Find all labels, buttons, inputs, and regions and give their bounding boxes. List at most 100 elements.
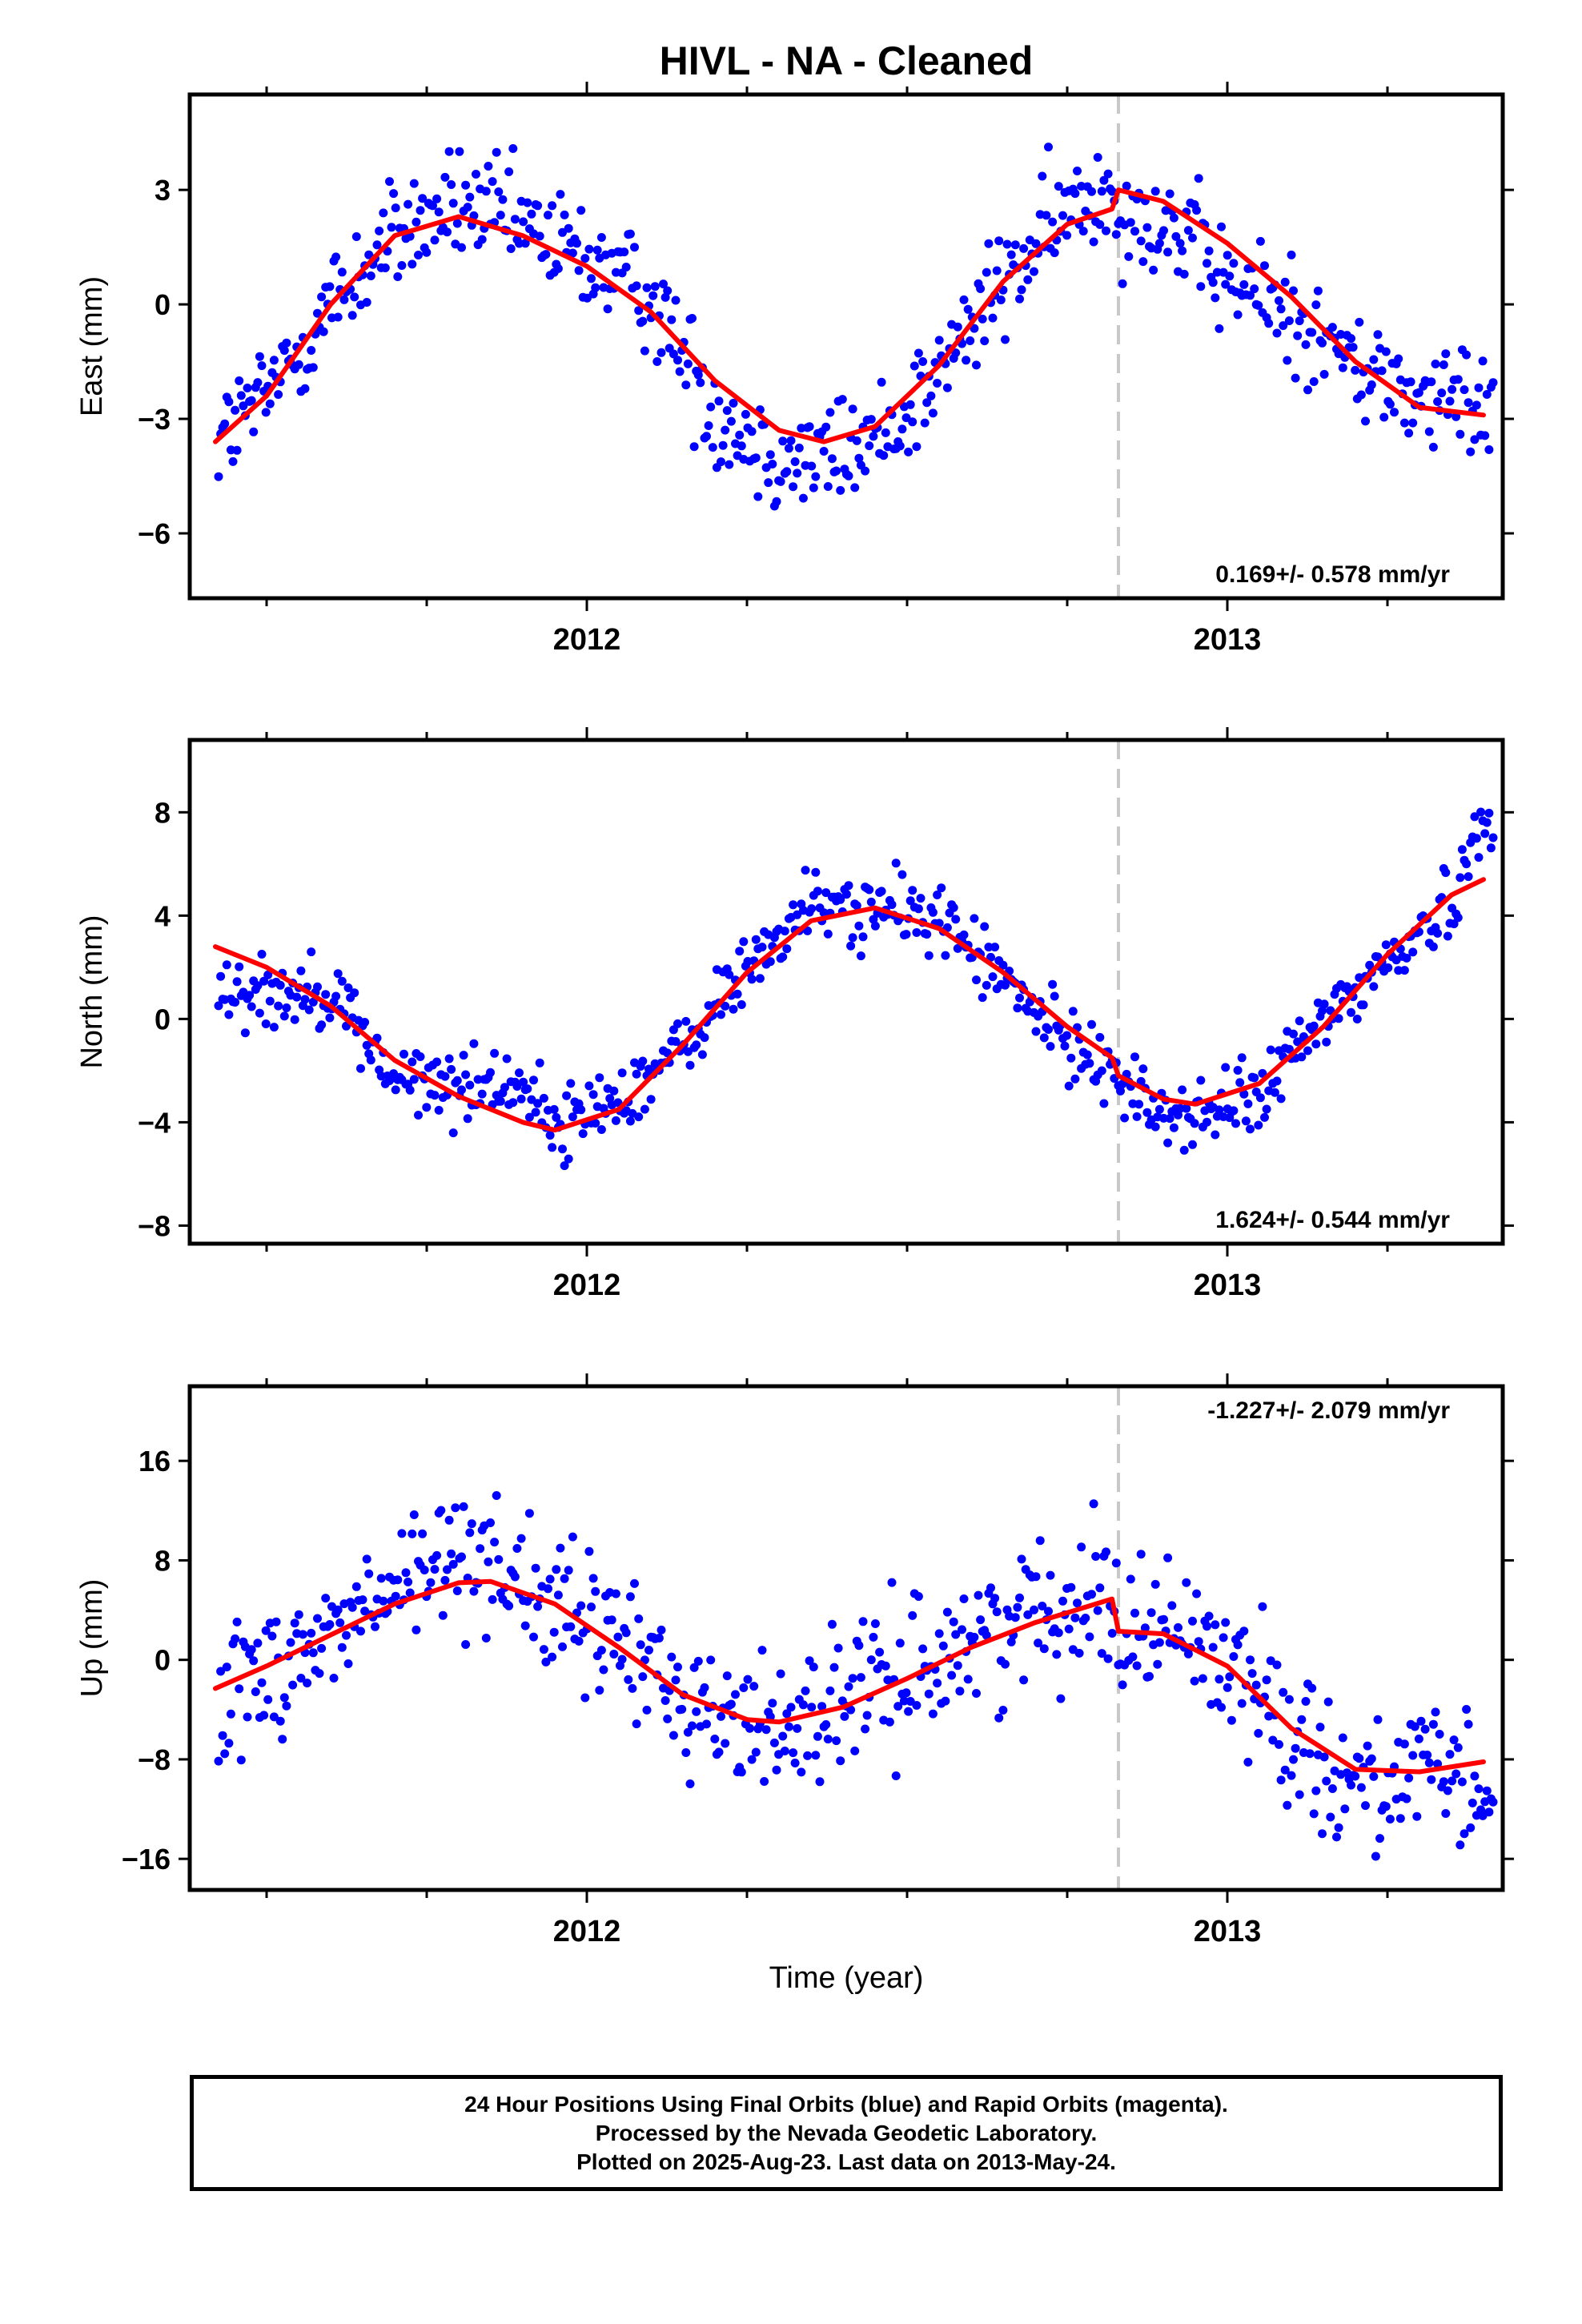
data-point <box>1019 243 1029 253</box>
data-point <box>1013 1003 1022 1013</box>
data-point <box>813 1731 822 1741</box>
data-point <box>1077 1542 1086 1552</box>
data-point <box>333 312 343 322</box>
data-point <box>560 1574 569 1583</box>
data-point <box>953 322 962 332</box>
data-point <box>1215 324 1224 333</box>
data-point <box>259 1711 269 1720</box>
data-point <box>259 976 269 986</box>
data-point <box>854 921 864 931</box>
data-point <box>1367 1754 1376 1763</box>
data-point <box>757 943 767 952</box>
data-point <box>307 947 316 957</box>
data-point <box>568 1112 577 1122</box>
data-point <box>673 1663 682 1672</box>
data-point <box>523 198 532 207</box>
data-point <box>1015 1593 1024 1602</box>
data-point <box>1198 1674 1207 1683</box>
data-point <box>337 1642 347 1652</box>
data-point <box>1427 1775 1436 1784</box>
data-point <box>813 887 822 896</box>
data-point <box>755 974 765 983</box>
caption-line-1: 24 Hour Positions Using Final Orbits (bl… <box>464 2091 1228 2117</box>
data-point <box>630 243 639 252</box>
data-point <box>982 1630 991 1640</box>
data-point <box>825 408 835 417</box>
data-point <box>776 1669 785 1679</box>
data-point <box>436 1506 446 1515</box>
data-point <box>624 1675 633 1684</box>
data-point <box>408 259 417 269</box>
data-point <box>294 1610 303 1619</box>
data-point <box>409 179 419 188</box>
data-point <box>778 952 788 962</box>
data-point <box>673 356 682 365</box>
data-point <box>228 456 238 466</box>
data-point <box>772 1765 781 1775</box>
data-point <box>1194 1637 1203 1647</box>
data-point <box>444 1054 454 1063</box>
data-point <box>1356 1783 1366 1792</box>
data-point <box>1124 251 1134 261</box>
data-point <box>1015 294 1024 304</box>
data-point <box>319 327 328 336</box>
data-point <box>1010 1613 1020 1622</box>
data-point <box>632 281 641 291</box>
data-point <box>869 1632 878 1642</box>
data-point <box>1254 1728 1263 1738</box>
data-point <box>1293 1037 1303 1047</box>
data-point <box>603 304 612 314</box>
data-point <box>1132 1661 1142 1671</box>
data-point <box>1375 1834 1384 1844</box>
data-point <box>978 314 987 324</box>
data-point <box>308 1648 318 1658</box>
data-point <box>486 1518 495 1527</box>
data-point <box>1178 246 1187 255</box>
data-point <box>998 960 1008 970</box>
y-tick-label: −8 <box>138 1209 171 1242</box>
data-point <box>220 419 230 428</box>
data-point <box>1054 182 1063 191</box>
data-point <box>1058 211 1067 220</box>
data-point <box>793 468 802 478</box>
data-point <box>552 1565 561 1574</box>
data-point <box>640 346 649 356</box>
data-point <box>1390 408 1399 417</box>
data-point <box>440 1072 450 1081</box>
data-point <box>963 304 973 314</box>
data-point <box>1046 1042 1055 1051</box>
data-point <box>414 1111 423 1120</box>
data-point <box>1085 1632 1094 1642</box>
data-point <box>891 1771 901 1780</box>
data-point <box>1103 1654 1113 1663</box>
data-point <box>1225 271 1235 281</box>
y-tick-label: −4 <box>138 1106 171 1139</box>
data-point <box>434 1105 444 1115</box>
north-panel: 8 4 0 −4 −8 2012 2013 North (mm) 1.624+/- 0.544 … <box>75 727 1514 1302</box>
data-point <box>735 947 745 956</box>
data-point <box>794 443 804 452</box>
data-point <box>595 1686 604 1695</box>
data-point <box>1031 1027 1041 1036</box>
data-point <box>1369 982 1379 991</box>
data-point <box>1074 1648 1084 1658</box>
data-point <box>1150 187 1160 196</box>
data-point <box>717 457 725 467</box>
data-point <box>576 1105 586 1115</box>
data-point <box>303 1679 312 1688</box>
data-point <box>269 356 279 365</box>
data-point <box>1182 1578 1191 1587</box>
data-point <box>405 1588 415 1598</box>
data-point <box>663 1714 673 1723</box>
data-point <box>725 970 734 979</box>
data-point <box>692 1707 701 1716</box>
data-point <box>636 1640 645 1650</box>
y-tick-label: 0 <box>155 1644 171 1677</box>
data-point <box>391 1591 400 1601</box>
data-point <box>1484 445 1494 454</box>
data-point <box>443 227 452 237</box>
data-point <box>1464 872 1473 882</box>
data-point <box>1111 230 1121 239</box>
data-point <box>591 1586 600 1596</box>
